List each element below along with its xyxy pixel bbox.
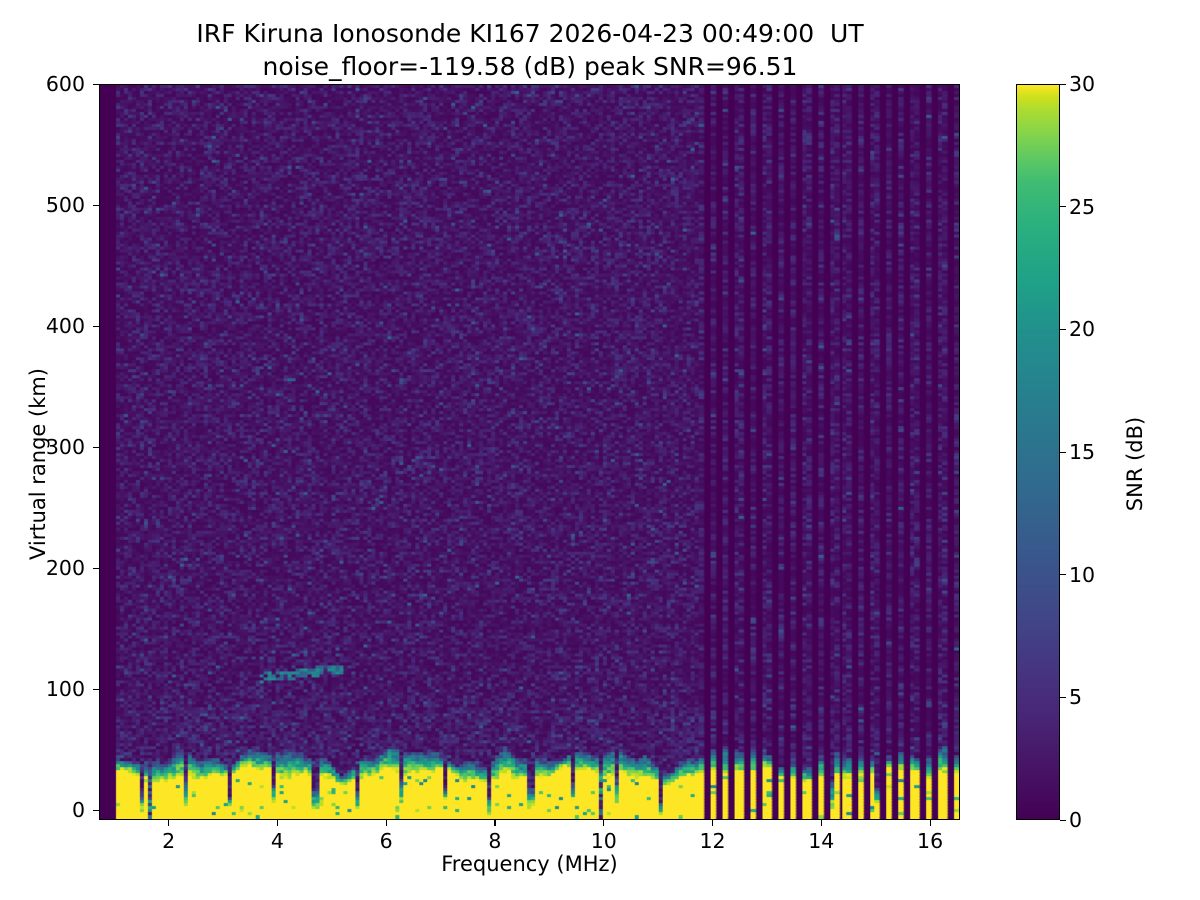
plot-area <box>99 84 960 820</box>
colorbar-ticks <box>1060 83 1067 821</box>
y-tick <box>93 809 99 811</box>
x-axis-ticks <box>0 820 1200 827</box>
x-tick <box>276 820 278 826</box>
title-line-2: noise_floor=-119.58 (dB) peak SNR=96.51 <box>262 51 798 81</box>
ionogram-heatmap <box>100 85 959 819</box>
colorbar-tick-label: 5 <box>1069 685 1083 710</box>
y-tick <box>93 325 99 327</box>
x-tick <box>385 820 387 826</box>
colorbar-tick-label: 10 <box>1069 562 1096 587</box>
y-axis-ticks <box>93 0 99 900</box>
x-tick-label: 4 <box>270 829 284 853</box>
colorbar-tick <box>1060 819 1066 821</box>
x-tick <box>712 820 714 826</box>
y-tick-label: 400 <box>45 314 85 339</box>
x-axis-title: Frequency (MHz) <box>441 852 618 876</box>
x-tick <box>820 820 822 826</box>
x-tick-label: 6 <box>379 829 393 853</box>
colorbar-tick <box>1060 328 1066 330</box>
x-tick-label: 10 <box>590 829 617 853</box>
colorbar-tick-label: 15 <box>1069 440 1096 464</box>
colorbar-tick-label: 20 <box>1069 317 1096 342</box>
y-tick <box>93 204 99 206</box>
x-tick-label: 2 <box>162 829 176 853</box>
x-tick <box>168 820 170 826</box>
x-axis-tick-labels: 2 4 6 8 10 12 14 16 <box>0 829 1200 859</box>
y-tick <box>93 83 99 85</box>
y-tick <box>93 688 99 690</box>
colorbar-title: SNR (dB) <box>1123 416 1147 512</box>
x-tick-label: 12 <box>699 829 726 853</box>
colorbar-tick <box>1060 206 1066 208</box>
x-tick-label: 14 <box>808 829 835 853</box>
colorbar-tick <box>1060 696 1066 698</box>
x-tick-label: 8 <box>488 829 502 853</box>
colorbar-tick-label: 0 <box>1069 808 1083 832</box>
title-line-1: IRF Kiruna Ionosonde KI167 2026-04-23 00… <box>196 19 864 48</box>
y-tick-label: 500 <box>45 193 85 218</box>
y-tick <box>93 567 99 569</box>
colorbar-tick-labels: 0 5 10 15 20 25 30 <box>1069 72 1189 832</box>
colorbar-gradient <box>1016 84 1060 820</box>
colorbar-tick <box>1060 574 1066 576</box>
y-axis-tick-labels: 0 100 200 300 400 500 600 <box>0 0 99 900</box>
x-tick-label: 16 <box>917 829 944 853</box>
x-tick <box>929 820 931 826</box>
y-tick-label: 200 <box>45 556 85 581</box>
x-tick <box>494 820 496 826</box>
y-tick-label: 300 <box>45 435 85 460</box>
colorbar-tick <box>1060 451 1066 453</box>
colorbar-tick-label: 30 <box>1069 72 1096 96</box>
y-tick-label: 100 <box>45 677 85 702</box>
x-tick <box>603 820 605 826</box>
colorbar-tick-label: 25 <box>1069 194 1096 219</box>
y-tick-label: 600 <box>45 72 85 96</box>
y-tick <box>93 446 99 448</box>
page-title: IRF Kiruna Ionosonde KI167 2026-04-23 00… <box>0 18 1060 83</box>
y-tick-label: 0 <box>71 798 85 823</box>
colorbar-tick <box>1060 83 1066 85</box>
y-axis-title: Virtual range (km) <box>26 367 50 561</box>
